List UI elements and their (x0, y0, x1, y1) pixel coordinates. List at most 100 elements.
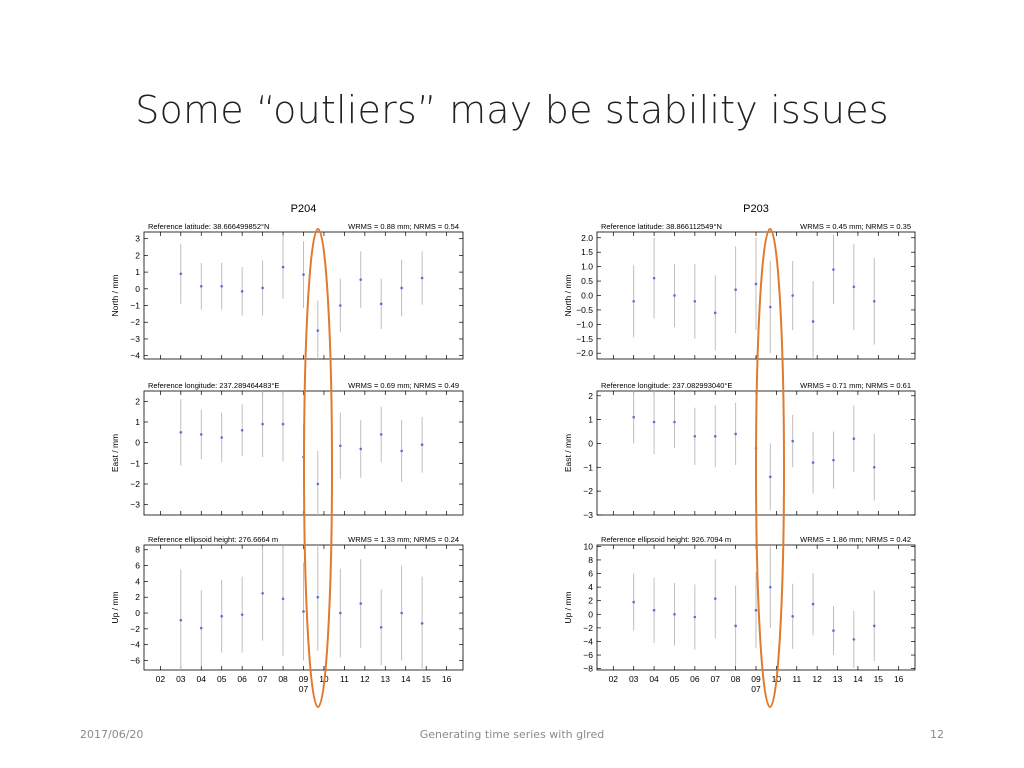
y-axis-label: North / mm (563, 274, 573, 316)
data-point (179, 618, 183, 622)
panel-header-left: Reference ellipsoid height: 926.7094 m (601, 535, 731, 544)
data-point (339, 304, 342, 307)
y-axis-label: Up / mm (563, 591, 573, 623)
data-point (316, 595, 320, 599)
x-tick-label: 14 (853, 674, 863, 684)
page-number: 12 (930, 728, 944, 741)
y-tick-label: 0 (588, 438, 593, 448)
data-point (713, 435, 717, 438)
x-tick-label: 08 (731, 674, 741, 684)
data-point (281, 422, 285, 426)
data-point (734, 432, 737, 436)
y-tick-label: 8 (588, 555, 593, 565)
panel-header-right: WRMS = 1.86 mm; NRMS = 0.42 (800, 535, 911, 544)
data-point (400, 611, 403, 615)
x-tick-label: 16 (442, 674, 452, 684)
station-title: P203 (743, 203, 769, 215)
y-tick-label: 1 (588, 415, 593, 425)
data-point (713, 597, 717, 600)
data-point (734, 624, 737, 628)
x-tick-label: 02 (156, 674, 166, 684)
y-tick-label: 4 (135, 576, 140, 586)
x-tick-label: 08 (278, 674, 288, 684)
y-tick-label: −1 (130, 458, 140, 468)
y-tick-label: −3 (583, 510, 593, 520)
x-sub-label: 07 (751, 684, 761, 694)
x-tick-label: 13 (381, 674, 391, 684)
panel-header-right: WRMS = 0.69 mm; NRMS = 0.49 (348, 381, 459, 390)
data-point (852, 437, 856, 440)
x-tick-label: 05 (670, 674, 680, 684)
data-point (400, 449, 403, 453)
panel-header-left: Reference latitude: 38.866112549°N (601, 222, 722, 231)
y-tick-label: −3 (130, 500, 140, 510)
footer-date: 2017/06/20 (80, 728, 144, 741)
slide-title: Some “outliers” may be stability issues (135, 88, 889, 132)
data-point (632, 299, 635, 303)
panel-header-right: WRMS = 0.71 mm; NRMS = 0.61 (800, 381, 911, 390)
y-tick-label: −3 (130, 334, 140, 344)
data-point (791, 615, 794, 618)
y-tick-label: −2 (130, 317, 140, 327)
y-tick-label: −6 (130, 656, 140, 666)
data-point (791, 294, 794, 297)
x-tick-label: 07 (710, 674, 720, 684)
y-tick-label: 2 (588, 391, 593, 401)
data-point (199, 433, 203, 436)
x-tick-label: 06 (237, 674, 247, 684)
data-point (339, 444, 342, 448)
data-point (179, 272, 183, 276)
y-tick-label: −1 (130, 301, 140, 311)
data-point (872, 466, 876, 469)
y-axis-label: North / mm (110, 274, 120, 316)
y-axis-label: East / mm (110, 434, 120, 472)
data-point (832, 629, 835, 632)
data-point (768, 585, 772, 589)
y-tick-label: 2 (135, 250, 140, 260)
data-point (811, 320, 815, 323)
x-tick-label: 03 (629, 674, 639, 684)
data-point (220, 436, 224, 439)
x-tick-label: 04 (197, 674, 207, 684)
data-point (754, 282, 758, 286)
data-point (199, 285, 203, 288)
y-axis-label: East / mm (563, 434, 573, 472)
y-tick-label: −1.0 (576, 319, 593, 329)
y-tick-label: 6 (588, 569, 593, 579)
x-tick-label: 13 (833, 674, 843, 684)
data-point (652, 608, 656, 612)
data-point (302, 273, 305, 276)
x-tick-label: 09 (299, 674, 309, 684)
x-tick-label: 14 (401, 674, 411, 684)
data-point (261, 422, 264, 426)
x-tick-label: 11 (792, 674, 801, 684)
data-point (652, 276, 656, 280)
y-tick-label: 0 (135, 438, 140, 448)
data-point (852, 285, 856, 289)
y-tick-label: 6 (135, 561, 140, 571)
outlier-highlight-ellipse (755, 228, 785, 708)
y-tick-label: 0 (135, 608, 140, 618)
y-tick-label: −2 (583, 623, 593, 633)
y-tick-label: 2 (135, 592, 140, 602)
x-tick-label: 12 (360, 674, 370, 684)
x-tick-label: 05 (217, 674, 227, 684)
y-tick-label: −0.5 (576, 305, 593, 315)
data-point (852, 638, 856, 641)
x-tick-label: 09 (751, 674, 761, 684)
data-point (199, 626, 203, 630)
data-point (768, 475, 772, 479)
data-point (768, 305, 772, 309)
data-point (359, 278, 363, 281)
data-point (302, 610, 305, 613)
data-point (872, 624, 876, 628)
y-tick-label: 0.5 (581, 276, 593, 286)
data-point (872, 299, 876, 303)
y-tick-label: 0.0 (581, 291, 593, 301)
x-tick-label: 15 (874, 674, 884, 684)
y-tick-label: −8 (583, 664, 593, 674)
x-tick-label: 03 (176, 674, 186, 684)
y-tick-label: 1 (135, 417, 140, 427)
station-title: P204 (291, 203, 317, 215)
